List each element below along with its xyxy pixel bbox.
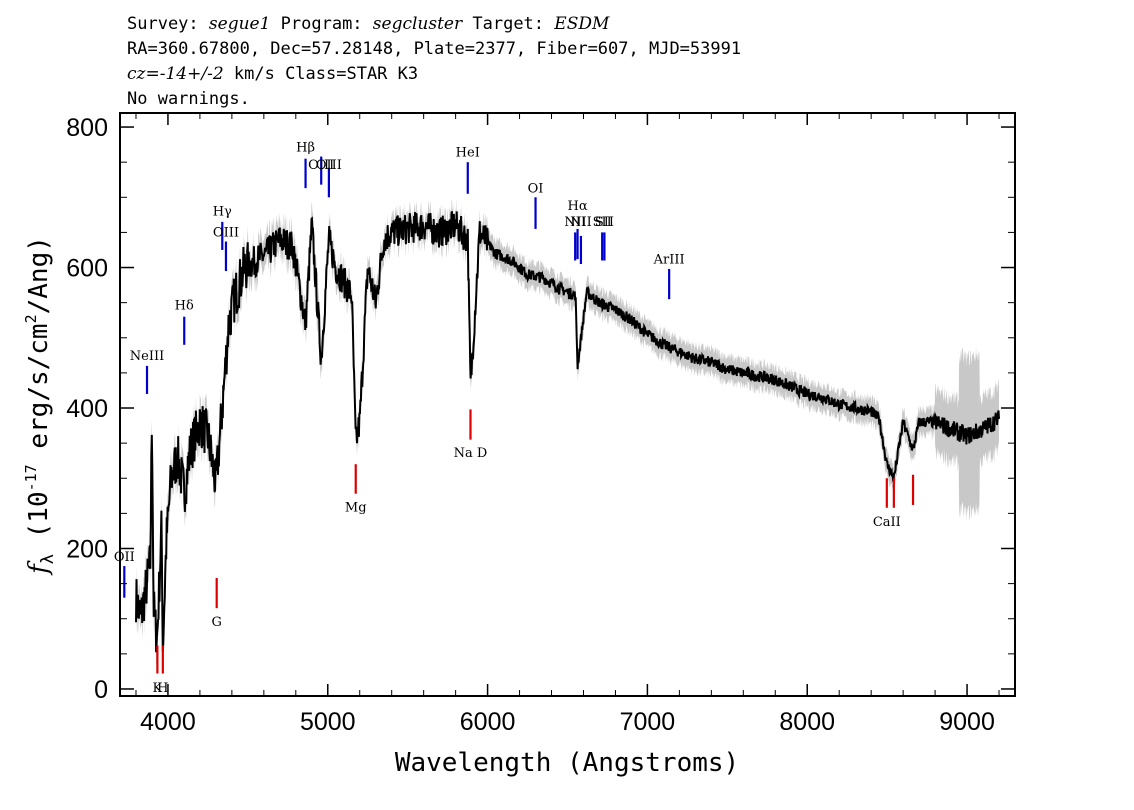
y-axis-exponent-2: 2 (22, 314, 40, 323)
flux-series-line (135, 211, 1000, 653)
line-marker-label: OIII (308, 158, 334, 173)
program-label: Program: (281, 14, 363, 34)
line-marker-label: OIII (316, 158, 342, 173)
target-label: Target: (472, 14, 544, 34)
line-marker-label: Na D (454, 446, 488, 461)
cz-value: -14+/-2 (160, 64, 224, 84)
y-tick-label: 0 (94, 676, 108, 704)
line-marker-label: NII (570, 215, 592, 230)
y-axis-unit-mid: erg/s/cm (24, 323, 54, 464)
cz-label: cz= (127, 64, 160, 84)
y-axis-subscript: λ (38, 554, 58, 564)
y-axis-exponent: -17 (22, 464, 40, 491)
header-line-1: Survey: segue1 Program: segcluster Targe… (127, 14, 610, 34)
line-marker-label: OII (114, 550, 135, 565)
line-marker-label: OIII (213, 226, 239, 241)
y-tick-label: 400 (66, 395, 108, 423)
program-value: segcluster (373, 14, 463, 34)
line-marker-label: Hβ (296, 141, 315, 156)
x-tick-label: 6000 (460, 708, 516, 736)
x-tick-label: 4000 (140, 708, 196, 736)
flux-line-group (135, 211, 1000, 653)
error-band (136, 198, 999, 668)
x-tick-label: 5000 (300, 708, 356, 736)
y-tick-label: 600 (66, 255, 108, 283)
header-line-4: No warnings. (127, 89, 250, 109)
line-marker-label: SII (593, 215, 612, 230)
line-marker-label: Mg (345, 500, 367, 515)
line-marker-label: CaII (873, 515, 901, 530)
x-axis: 4000 5000 6000 7000 8000 9000 (135, 113, 1000, 736)
y-tick-label: 800 (66, 114, 108, 142)
line-marker-label: NeIII (130, 349, 164, 364)
target-value: ESDM (553, 14, 610, 34)
line-marker-label: Hα (568, 199, 588, 214)
y-axis-title: fλ (10-17 erg/s/cm2/Ang) (22, 236, 58, 576)
x-axis-title: Wavelength (Angstroms) (395, 748, 739, 778)
x-tick-label: 8000 (779, 708, 835, 736)
line-marker-label: OI (528, 181, 544, 196)
line-marker-label: Hγ (213, 205, 232, 220)
line-marker-label: G (211, 615, 221, 630)
line-marker-label: K (153, 681, 163, 696)
error-band-group (136, 198, 999, 668)
y-axis: 0 200 400 600 800 (66, 114, 1015, 704)
y-axis-unit-open: (10 (24, 491, 54, 554)
x-tick-label: 9000 (939, 708, 995, 736)
survey-value: segue1 (209, 14, 271, 34)
plot-frame (119, 112, 1016, 697)
line-marker-label: Hδ (175, 299, 194, 314)
survey-label: Survey: (127, 14, 199, 34)
y-tick-label: 200 (66, 535, 108, 563)
y-axis-unit-end: /Ang) (24, 236, 54, 314)
x-tick-label: 7000 (620, 708, 676, 736)
line-marker-label: ArIII (653, 252, 685, 267)
cz-rest: km/s Class=STAR K3 (224, 64, 418, 84)
line-marker-label: H (157, 681, 168, 696)
line-marker-label: SII (595, 215, 614, 230)
line-marker-label: NII (564, 215, 586, 230)
header-line-2: RA=360.67800, Dec=57.28148, Plate=2377, … (127, 39, 741, 59)
header-line-3: cz=-14+/-2 km/s Class=STAR K3 (127, 64, 418, 84)
line-marker-label: HeI (456, 146, 480, 161)
